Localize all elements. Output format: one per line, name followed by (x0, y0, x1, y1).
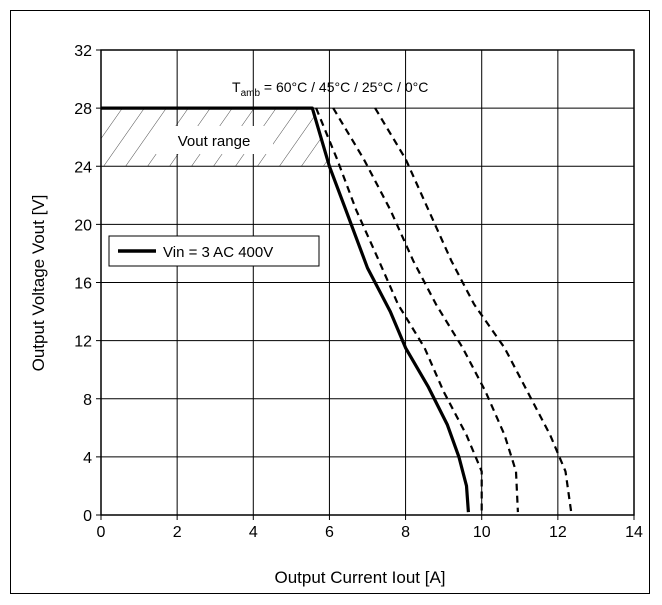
legend: Vin = 3 AC 400V (108, 235, 320, 267)
labels: Output Current Iout [A] Output Voltage V… (29, 79, 446, 587)
x-tick-label: 14 (625, 524, 643, 541)
y-tick-label: 28 (74, 101, 92, 118)
y-tick-label: 12 (74, 334, 92, 351)
x-tick-label: 12 (549, 524, 567, 541)
vout-range-label-box: Vout range (155, 126, 273, 154)
y-axis-label: Output Voltage Vout [V] (29, 195, 48, 372)
x-tick-label: 8 (401, 524, 410, 541)
x-axis-label: Output Current Iout [A] (274, 568, 445, 587)
y-tick-label: 16 (74, 276, 92, 293)
legend-entry-vin: Vin = 3 AC 400V (163, 244, 273, 261)
temperature-annotation: Tamb = 60°C / 45°C / 25°C / 0°C (232, 79, 428, 99)
y-tick-label: 8 (83, 392, 92, 409)
solid-series-line (101, 106, 470, 513)
y-tick-label: 0 (83, 508, 92, 525)
y-tick-label: 32 (74, 43, 92, 60)
y-tick-label: 24 (74, 159, 92, 176)
y-tick-label: 20 (74, 217, 92, 234)
dashed-series-line-3 (374, 107, 573, 513)
vout-range-label: Vout range (178, 133, 251, 150)
x-tick-label: 0 (97, 524, 106, 541)
x-tick-label: 6 (325, 524, 334, 541)
x-tick-label: 2 (173, 524, 182, 541)
dashed-series-line-2 (332, 107, 519, 513)
series-layer (101, 106, 573, 513)
y-tick-label: 4 (83, 450, 92, 467)
x-tick-label: 10 (473, 524, 491, 541)
x-tick-label: 4 (249, 524, 258, 541)
